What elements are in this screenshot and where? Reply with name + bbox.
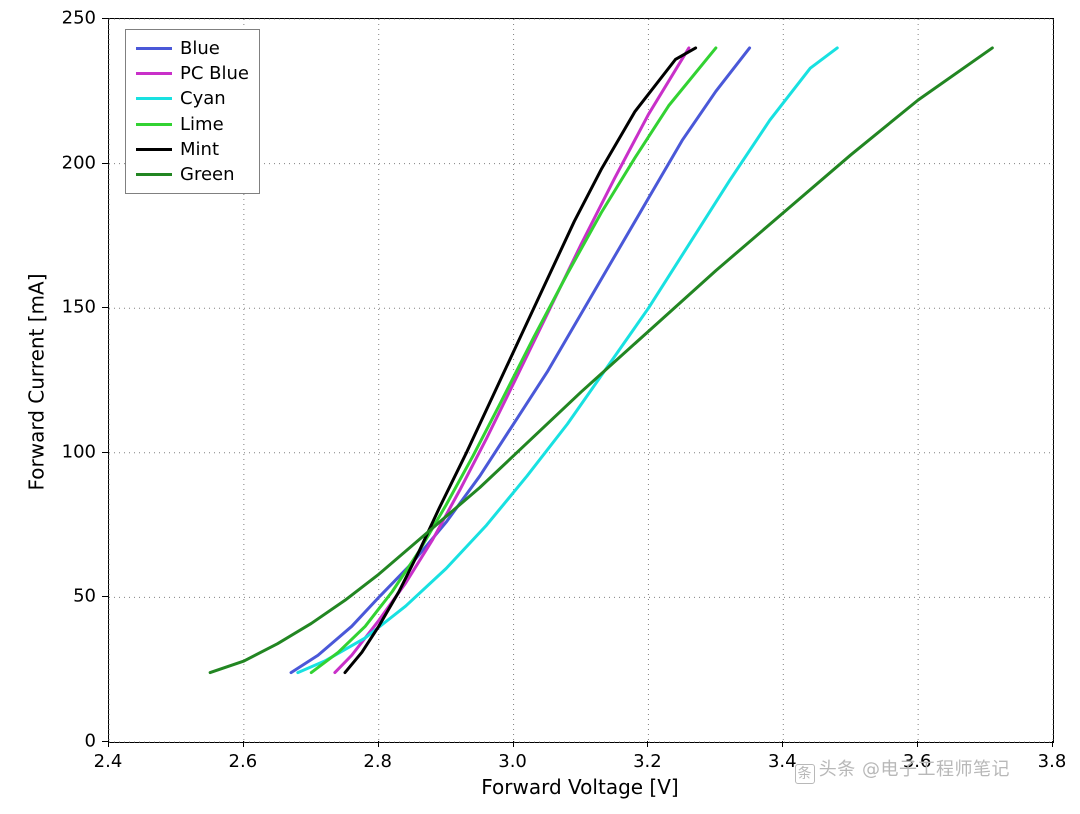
y-tick-label: 100: [56, 441, 96, 462]
watermark-logo-icon: 条: [795, 764, 815, 784]
legend-swatch-icon: [136, 47, 172, 50]
legend-label: PC Blue: [180, 61, 249, 86]
series-line: [210, 48, 992, 673]
legend-swatch-icon: [136, 148, 172, 151]
x-tick-label: 2.4: [94, 751, 123, 772]
legend-swatch-icon: [136, 72, 172, 75]
legend-item: Mint: [136, 137, 249, 162]
legend-swatch-icon: [136, 173, 172, 176]
series-line: [291, 48, 750, 673]
legend-item: Lime: [136, 112, 249, 137]
legend-label: Cyan: [180, 86, 226, 111]
legend-label: Lime: [180, 112, 224, 137]
legend-swatch-icon: [136, 123, 172, 126]
series-line: [335, 48, 689, 673]
legend-item: Blue: [136, 36, 249, 61]
legend-label: Green: [180, 162, 235, 187]
x-tick-label: 2.8: [363, 751, 392, 772]
y-tick-label: 0: [56, 731, 96, 752]
y-axis-label: Forward Current [mA]: [24, 20, 48, 743]
legend-item: Green: [136, 162, 249, 187]
x-tick-label: 3.2: [633, 751, 662, 772]
legend-label: Blue: [180, 36, 220, 61]
watermark: 条头条 @电子工程师笔记: [795, 755, 1010, 784]
y-tick-label: 150: [56, 297, 96, 318]
series-line: [298, 48, 837, 673]
y-tick-label: 50: [56, 586, 96, 607]
series-line: [345, 48, 696, 673]
chart-plot-area: BluePC BlueCyanLimeMintGreen: [108, 18, 1054, 743]
legend-item: PC Blue: [136, 61, 249, 86]
x-tick-label: 2.6: [229, 751, 258, 772]
chart-legend: BluePC BlueCyanLimeMintGreen: [125, 29, 260, 194]
watermark-text: 头条 @电子工程师笔记: [819, 759, 1010, 780]
x-tick-label: 3.0: [498, 751, 527, 772]
legend-label: Mint: [180, 137, 219, 162]
y-tick-label: 200: [56, 152, 96, 173]
legend-item: Cyan: [136, 86, 249, 111]
legend-swatch-icon: [136, 97, 172, 100]
x-tick-label: 3.4: [768, 751, 797, 772]
x-tick-label: 3.8: [1038, 751, 1067, 772]
series-line: [311, 48, 716, 673]
y-tick-label: 250: [56, 8, 96, 29]
